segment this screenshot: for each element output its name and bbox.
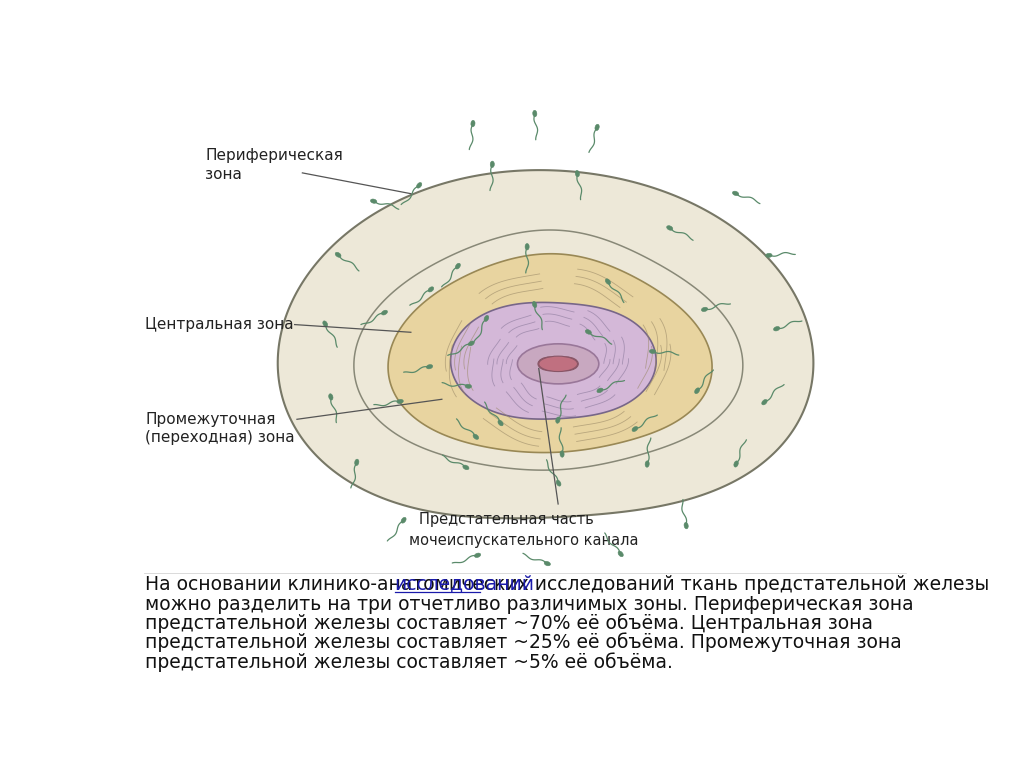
Polygon shape bbox=[354, 230, 742, 470]
Ellipse shape bbox=[473, 434, 478, 439]
Text: мочеиспускательного канала: мочеиспускательного канала bbox=[409, 532, 638, 548]
Ellipse shape bbox=[468, 341, 474, 346]
Text: Промежуточная
(переходная) зона: Промежуточная (переходная) зона bbox=[145, 412, 295, 446]
Ellipse shape bbox=[544, 561, 551, 566]
Ellipse shape bbox=[371, 199, 377, 203]
Ellipse shape bbox=[329, 393, 333, 400]
Ellipse shape bbox=[701, 308, 708, 311]
Ellipse shape bbox=[649, 350, 655, 354]
Text: исследований: исследований bbox=[394, 574, 535, 594]
Polygon shape bbox=[278, 170, 813, 518]
Ellipse shape bbox=[474, 553, 480, 558]
Ellipse shape bbox=[463, 465, 469, 469]
Ellipse shape bbox=[484, 315, 488, 321]
Ellipse shape bbox=[539, 356, 578, 371]
Ellipse shape bbox=[525, 243, 529, 250]
Ellipse shape bbox=[401, 518, 407, 523]
Ellipse shape bbox=[556, 480, 561, 486]
Ellipse shape bbox=[490, 161, 495, 167]
Ellipse shape bbox=[426, 364, 433, 369]
Ellipse shape bbox=[323, 321, 328, 327]
Ellipse shape bbox=[560, 451, 564, 457]
Ellipse shape bbox=[632, 426, 638, 432]
Text: На основании клинико-анатомических исследований ткань предстательной железы: На основании клинико-анатомических иссле… bbox=[145, 574, 989, 594]
Text: предстательной железы составляет ~5% её объёма.: предстательной железы составляет ~5% её … bbox=[145, 652, 673, 672]
Text: Периферическая
зона: Периферическая зона bbox=[206, 148, 343, 182]
Ellipse shape bbox=[471, 120, 475, 127]
Ellipse shape bbox=[532, 301, 537, 308]
Ellipse shape bbox=[762, 400, 767, 405]
Ellipse shape bbox=[595, 124, 599, 130]
Text: Предстательная часть: Предстательная часть bbox=[419, 512, 593, 527]
Polygon shape bbox=[451, 302, 656, 419]
Text: предстательной железы составляет ~70% её объёма. Центральная зона: предстательной железы составляет ~70% её… bbox=[145, 614, 873, 634]
Ellipse shape bbox=[732, 191, 738, 196]
Ellipse shape bbox=[428, 287, 434, 292]
Ellipse shape bbox=[354, 459, 358, 466]
Polygon shape bbox=[388, 254, 712, 453]
Ellipse shape bbox=[397, 400, 403, 403]
Text: предстательной железы составляет ~25% её объёма. Промежуточная зона: предстательной железы составляет ~25% её… bbox=[145, 633, 902, 653]
Ellipse shape bbox=[667, 225, 673, 230]
Ellipse shape bbox=[766, 253, 772, 258]
Ellipse shape bbox=[694, 388, 699, 393]
Text: можно разделить на три отчетливо различимых зоны. Периферическая зона: можно разделить на три отчетливо различи… bbox=[145, 594, 913, 614]
Text: Центральная зона: Центральная зона bbox=[145, 317, 294, 332]
Ellipse shape bbox=[335, 252, 341, 257]
Ellipse shape bbox=[586, 330, 592, 334]
Ellipse shape bbox=[575, 170, 580, 176]
Ellipse shape bbox=[597, 388, 603, 393]
Ellipse shape bbox=[556, 417, 560, 423]
Ellipse shape bbox=[554, 357, 579, 370]
Ellipse shape bbox=[684, 522, 688, 528]
Ellipse shape bbox=[645, 461, 649, 467]
Ellipse shape bbox=[538, 357, 563, 370]
Ellipse shape bbox=[417, 183, 422, 188]
Ellipse shape bbox=[465, 384, 471, 388]
Ellipse shape bbox=[618, 551, 624, 557]
Ellipse shape bbox=[456, 263, 461, 269]
Ellipse shape bbox=[532, 110, 537, 117]
Ellipse shape bbox=[773, 327, 779, 331]
Ellipse shape bbox=[605, 278, 610, 285]
Ellipse shape bbox=[517, 344, 599, 384]
Ellipse shape bbox=[382, 310, 387, 315]
Ellipse shape bbox=[734, 461, 738, 467]
Ellipse shape bbox=[498, 420, 503, 426]
